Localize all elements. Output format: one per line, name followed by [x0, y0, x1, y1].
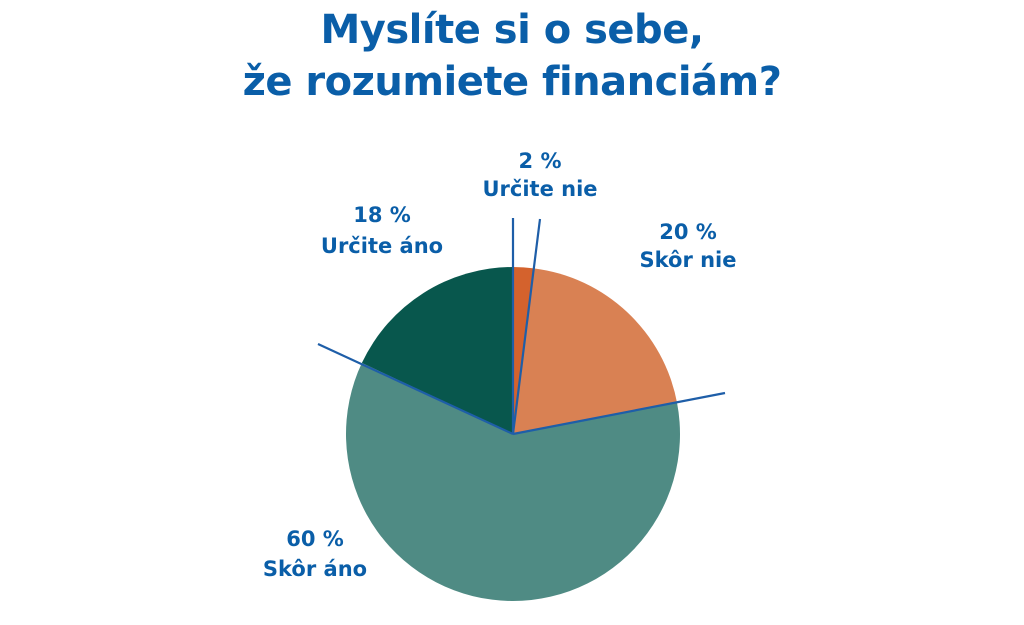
leader-line-urcite-nie	[511, 218, 542, 435]
data-label-value-urcite-ano: 18 %	[353, 203, 411, 227]
pie-slice-skor-ano	[345, 362, 680, 601]
data-label-category-skor-ano: Skôr áno	[263, 557, 367, 581]
data-label-value-urcite-nie: 2 %	[519, 149, 562, 173]
pie-slice-urcite-ano	[361, 267, 513, 434]
data-label-value-skor-nie: 20 %	[659, 220, 717, 244]
data-label-category-skor-nie: Skôr nie	[639, 248, 736, 272]
leader-line-skor-nie	[512, 391, 726, 436]
chart-title-line-1: Myslíte si o sebe,	[320, 7, 704, 53]
chart-title: Myslíte si o sebe, že rozumiete financiá…	[0, 4, 1024, 108]
pie-slice-skor-nie	[513, 268, 678, 434]
data-label-category-urcite-nie: Určite nie	[482, 177, 597, 201]
data-label-value-skor-ano: 60 %	[286, 527, 344, 551]
data-label-category-urcite-ano: Určite áno	[321, 234, 443, 258]
chart-title-line-2: že rozumiete financiám?	[242, 59, 782, 105]
leader-line-urcite-ano	[317, 343, 514, 435]
